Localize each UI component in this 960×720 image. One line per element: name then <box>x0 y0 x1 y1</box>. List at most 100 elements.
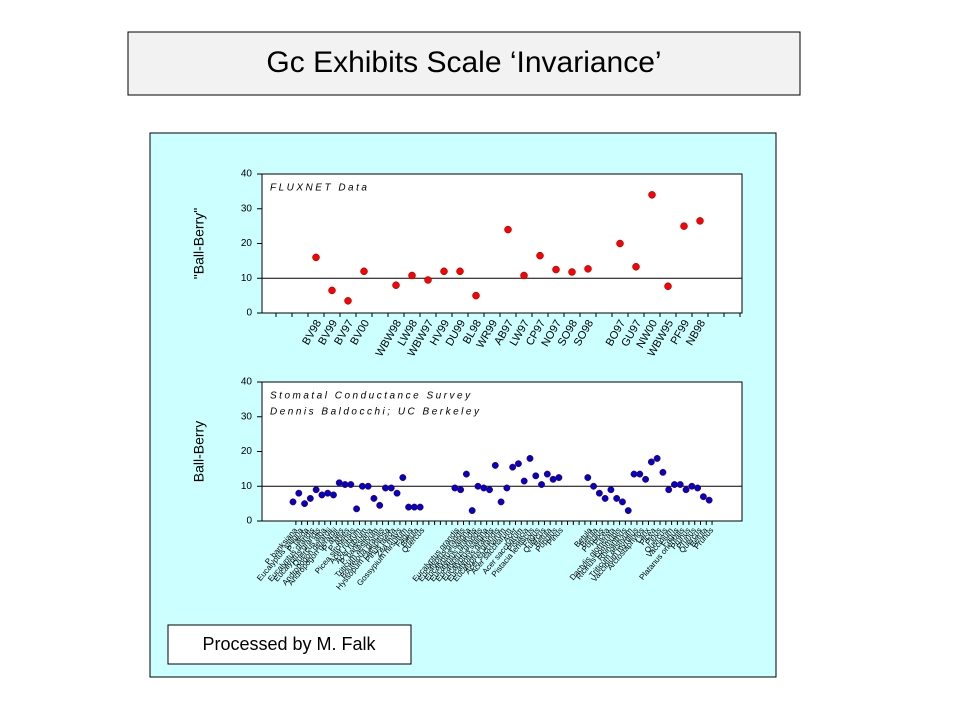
data-point <box>630 470 638 478</box>
data-point <box>392 281 400 289</box>
data-point <box>624 507 632 515</box>
data-point <box>382 484 389 492</box>
data-point <box>688 482 696 490</box>
y-tick-label: 10 <box>241 481 253 492</box>
data-point <box>520 477 528 485</box>
data-point <box>595 489 603 497</box>
y-tick-label: 40 <box>241 169 253 180</box>
data-point <box>318 491 326 499</box>
data-point <box>480 484 488 492</box>
data-point <box>536 251 544 260</box>
data-point <box>648 191 656 199</box>
data-point <box>341 481 349 488</box>
data-point <box>552 265 560 274</box>
data-point <box>408 271 416 280</box>
data-point <box>509 463 517 471</box>
data-point <box>405 503 413 511</box>
data-point <box>295 489 303 497</box>
y-tick-label: 0 <box>246 516 252 527</box>
data-point <box>632 263 640 271</box>
data-point <box>676 481 684 488</box>
y-tick-label: 30 <box>241 411 253 422</box>
data-point <box>289 498 297 506</box>
data-point <box>424 276 432 284</box>
data-point <box>616 239 624 248</box>
data-point <box>301 500 309 508</box>
footnote-box <box>167 624 412 665</box>
y-axis-label: Ball-Berry <box>191 421 207 482</box>
data-point <box>410 503 418 511</box>
data-point <box>671 481 678 488</box>
data-point <box>468 507 476 515</box>
data-point <box>613 494 621 502</box>
data-point <box>399 474 407 482</box>
data-point <box>393 489 401 497</box>
data-point <box>699 493 707 501</box>
annotation: FLUXNET Data <box>270 183 369 194</box>
data-point <box>364 482 372 490</box>
annotation: Dennis Baldocchi; UC Berkeley <box>270 407 481 418</box>
data-point <box>642 475 650 483</box>
data-point <box>619 498 626 506</box>
data-point <box>504 225 512 234</box>
annotation: Stomatal Conductance Survey <box>270 391 473 402</box>
data-point <box>328 286 336 295</box>
data-point <box>520 271 528 280</box>
y-tick-label: 20 <box>241 238 253 249</box>
data-point <box>306 494 314 502</box>
data-point <box>451 484 459 492</box>
data-point <box>590 482 598 490</box>
data-point <box>416 503 424 511</box>
data-point <box>696 217 704 225</box>
slide-title: Gc Exhibits Scale ‘Invariance’ <box>266 46 661 79</box>
data-point <box>705 496 713 504</box>
data-point <box>330 491 337 499</box>
data-point <box>680 222 688 230</box>
plot-area <box>261 173 743 314</box>
data-point <box>312 486 320 494</box>
data-point <box>694 484 702 492</box>
data-point <box>514 460 522 468</box>
data-point <box>526 455 534 462</box>
data-point <box>538 481 545 488</box>
data-point <box>472 291 480 300</box>
data-point <box>665 486 673 494</box>
y-axis-label: "Ball-Berry" <box>191 208 207 279</box>
title-box <box>127 31 801 96</box>
plot-area <box>261 381 743 522</box>
data-point <box>532 472 540 480</box>
data-point <box>347 481 355 488</box>
data-point <box>491 461 499 469</box>
data-point <box>456 267 464 276</box>
data-point <box>462 470 470 478</box>
data-point <box>440 267 448 276</box>
footnote: Processed by M. Falk <box>202 634 376 654</box>
data-point <box>360 267 368 276</box>
data-point <box>659 468 667 476</box>
data-point <box>664 282 672 290</box>
data-point <box>636 470 644 478</box>
data-point <box>376 501 384 509</box>
y-tick-label: 0 <box>246 308 252 319</box>
data-point <box>324 489 332 497</box>
data-point <box>370 494 378 502</box>
data-point <box>497 498 505 506</box>
y-tick-label: 10 <box>241 273 253 284</box>
data-point <box>503 484 511 492</box>
y-tick-label: 20 <box>241 446 253 457</box>
data-point <box>353 505 361 513</box>
data-point <box>601 494 609 502</box>
data-point <box>335 479 343 487</box>
data-point <box>647 458 655 466</box>
data-point <box>312 253 320 262</box>
y-tick-label: 40 <box>241 377 253 388</box>
y-tick-label: 30 <box>241 203 253 214</box>
data-point <box>653 455 661 462</box>
data-point <box>549 475 557 483</box>
data-point <box>344 297 352 305</box>
data-point <box>486 486 493 494</box>
data-point <box>387 484 395 492</box>
data-point <box>584 474 592 482</box>
data-point <box>607 486 615 494</box>
